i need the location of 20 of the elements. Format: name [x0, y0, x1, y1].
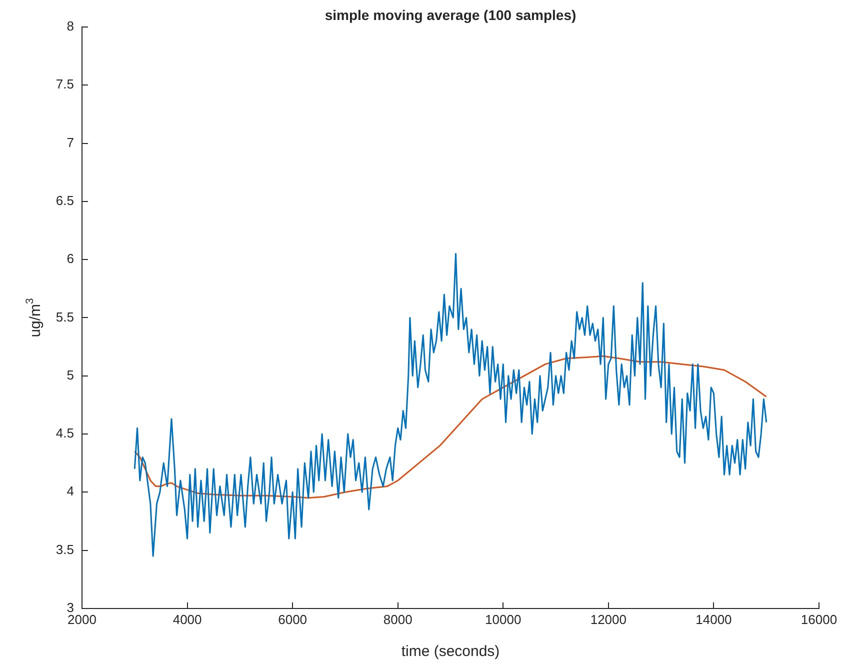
y-tick-label: 4 [66, 484, 74, 499]
y-tick-label: 4.5 [56, 426, 74, 441]
y-tick-label: 7 [66, 134, 74, 150]
y-axis-title: ug/m3 [24, 298, 44, 338]
y-tick-label: 5 [66, 367, 74, 382]
y-tick-label: 8 [66, 18, 74, 34]
y-tick-label: 7.5 [56, 76, 74, 92]
y-tick-label: 6 [66, 251, 74, 266]
y-tick-label: 5.5 [56, 309, 74, 324]
y-tick-label: 6.5 [56, 193, 74, 208]
x-tick-label: 14000 [696, 612, 732, 627]
y-tick-label: 3.5 [56, 542, 74, 557]
chart-title: simple moving average (100 samples) [324, 6, 576, 23]
x-tick-label: 8000 [383, 612, 412, 627]
x-tick-label: 6000 [278, 612, 308, 627]
x-tick-label: 4000 [172, 612, 202, 627]
x-tick-label: 10000 [485, 612, 522, 627]
x-axis-title: time (seconds) [401, 643, 500, 660]
x-tick-label: 12000 [590, 612, 627, 627]
x-tick-label: 16000 [800, 612, 838, 627]
